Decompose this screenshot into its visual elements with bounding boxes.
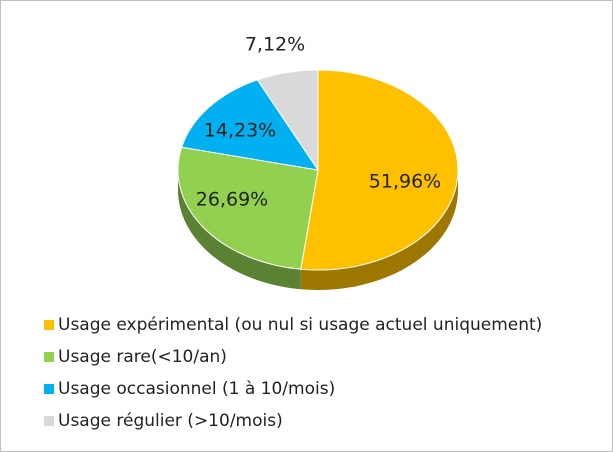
data-label: 26,69% <box>196 189 268 211</box>
legend-swatch <box>44 352 54 362</box>
slice-side <box>178 170 301 290</box>
legend-label: Usage expérimental (ou nul si usage actu… <box>58 315 542 335</box>
legend-swatch <box>44 320 54 330</box>
legend-swatch <box>44 416 54 426</box>
pie-slice <box>181 79 320 171</box>
slice-side <box>300 170 458 290</box>
pie-slice <box>177 146 319 270</box>
legend-label: Usage régulier (>10/mois) <box>58 411 283 431</box>
data-label: 14,23% <box>204 120 276 142</box>
legend-swatch <box>44 384 54 394</box>
pie-slice <box>256 69 319 172</box>
legend-label: Usage occasionnel (1 à 10/mois) <box>58 379 335 399</box>
data-label: 51,96% <box>369 171 441 193</box>
data-label: 7,12% <box>245 34 305 56</box>
legend-label: Usage rare(<10/an) <box>58 347 227 367</box>
pie-slice <box>300 69 459 271</box>
